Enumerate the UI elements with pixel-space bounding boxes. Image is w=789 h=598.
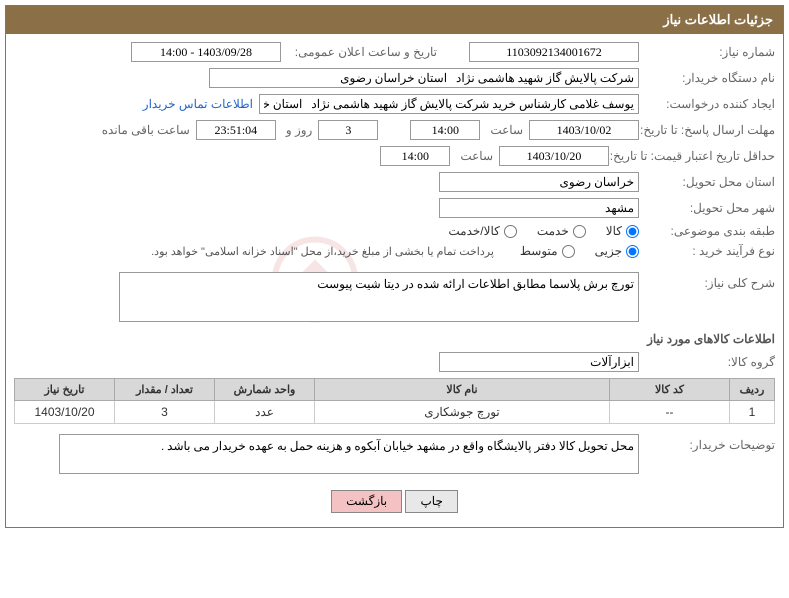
- back-button[interactable]: بازگشت: [331, 490, 402, 513]
- cell-name: تورچ جوشکاری: [315, 401, 610, 424]
- table-header-row: ردیف کد کالا نام کالا واحد شمارش تعداد /…: [15, 379, 775, 401]
- cell-code: --: [610, 401, 730, 424]
- deadline-date-input[interactable]: [529, 120, 639, 140]
- min-valid-date-input[interactable]: [499, 146, 609, 166]
- cell-row: 1: [730, 401, 775, 424]
- announce-input[interactable]: [131, 42, 281, 62]
- cell-unit: عدد: [215, 401, 315, 424]
- cat-both-option[interactable]: کالا/خدمت: [448, 224, 516, 238]
- cell-date: 1403/10/20: [15, 401, 115, 424]
- proc-medium-label: متوسط: [520, 244, 558, 258]
- th-qty: تعداد / مقدار: [115, 379, 215, 401]
- province-label: استان محل تحویل:: [645, 175, 775, 189]
- details-panel: جزئیات اطلاعات نیاز AriaTender.net شماره…: [5, 5, 784, 528]
- proc-medium-radio[interactable]: [562, 245, 575, 258]
- desc-textarea[interactable]: [119, 272, 639, 322]
- city-label: شهر محل تحویل:: [645, 201, 775, 215]
- footer-buttons: چاپ بازگشت: [14, 480, 775, 519]
- process-label: نوع فرآیند خرید :: [645, 244, 775, 258]
- print-button[interactable]: چاپ: [405, 490, 457, 513]
- cell-qty: 3: [115, 401, 215, 424]
- buyer-org-label: نام دستگاه خریدار:: [645, 71, 775, 85]
- panel-header: جزئیات اطلاعات نیاز: [6, 6, 783, 34]
- th-code: کد کالا: [610, 379, 730, 401]
- proc-partial-radio[interactable]: [626, 245, 639, 258]
- hour-label-1: ساعت: [486, 123, 523, 137]
- goods-section-title: اطلاعات کالاهای مورد نیاز: [14, 332, 775, 346]
- deadline-reply-label: مهلت ارسال پاسخ: تا تاریخ:: [645, 123, 775, 137]
- goods-group-label: گروه کالا:: [645, 355, 775, 369]
- cat-service-radio[interactable]: [573, 225, 586, 238]
- cat-both-label: کالا/خدمت: [448, 224, 499, 238]
- cat-service-option[interactable]: خدمت: [537, 224, 586, 238]
- cat-goods-option[interactable]: کالا: [606, 224, 639, 238]
- days-label: روز و: [282, 123, 313, 137]
- buyer-org-input[interactable]: [209, 68, 639, 88]
- th-row: ردیف: [730, 379, 775, 401]
- province-input[interactable]: [439, 172, 639, 192]
- requester-input[interactable]: [259, 94, 639, 114]
- cat-both-radio[interactable]: [504, 225, 517, 238]
- hours-remaining-input: [196, 120, 276, 140]
- category-label: طبقه بندی موضوعی:: [645, 224, 775, 238]
- table-row: 1--تورچ جوشکاریعدد31403/10/20: [15, 401, 775, 424]
- panel-title: جزئیات اطلاعات نیاز: [663, 12, 773, 27]
- goods-table: ردیف کد کالا نام کالا واحد شمارش تعداد /…: [14, 378, 775, 424]
- city-input[interactable]: [439, 198, 639, 218]
- announce-label: تاریخ و ساعت اعلان عمومی:: [287, 45, 437, 59]
- th-unit: واحد شمارش: [215, 379, 315, 401]
- remaining-label: ساعت باقی مانده: [98, 123, 190, 137]
- th-name: نام کالا: [315, 379, 610, 401]
- proc-partial-option[interactable]: جزیی: [595, 244, 639, 258]
- need-no-input[interactable]: [469, 42, 639, 62]
- min-valid-time-input[interactable]: [380, 146, 450, 166]
- proc-partial-label: جزیی: [595, 244, 622, 258]
- buyer-notes-label: توضیحات خریدار:: [645, 434, 775, 452]
- desc-label: شرح کلی نیاز:: [645, 272, 775, 290]
- requester-label: ایجاد کننده درخواست:: [645, 97, 775, 111]
- deadline-time-input[interactable]: [410, 120, 480, 140]
- th-date: تاریخ نیاز: [15, 379, 115, 401]
- buyer-contact-link[interactable]: اطلاعات تماس خریدار: [143, 97, 253, 111]
- cat-goods-radio[interactable]: [626, 225, 639, 238]
- goods-group-input[interactable]: [439, 352, 639, 372]
- buyer-notes-textarea[interactable]: [59, 434, 639, 474]
- process-radio-group: جزیی متوسط: [520, 244, 639, 258]
- days-remaining-input: [318, 120, 378, 140]
- cat-service-label: خدمت: [537, 224, 569, 238]
- min-valid-label: حداقل تاریخ اعتبار قیمت: تا تاریخ:: [615, 149, 775, 163]
- category-radio-group: کالا خدمت کالا/خدمت: [448, 224, 639, 238]
- proc-medium-option[interactable]: متوسط: [520, 244, 575, 258]
- need-no-label: شماره نیاز:: [645, 45, 775, 59]
- process-note: پرداخت تمام یا بخشی از مبلغ خرید،از محل …: [151, 245, 494, 258]
- hour-label-2: ساعت: [456, 149, 493, 163]
- cat-goods-label: کالا: [606, 224, 622, 238]
